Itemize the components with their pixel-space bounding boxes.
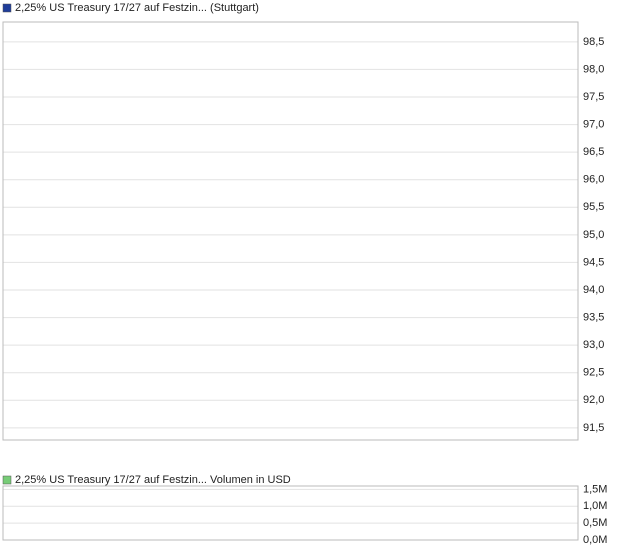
y-tick-label: 0,5M: [583, 517, 607, 529]
y-tick-label: 1,5M: [583, 483, 607, 495]
y-tick-label: 94,0: [583, 284, 604, 296]
y-tick-label: 92,0: [583, 394, 604, 406]
plot-frame: [2, 485, 579, 541]
chart-title: 2,25% US Treasury 17/27 auf Festzin... V…: [15, 474, 291, 486]
y-tick-label: 97,0: [583, 118, 604, 130]
legend-swatch: [2, 3, 12, 13]
y-tick-label: 96,5: [583, 146, 604, 158]
y-tick-label: 95,0: [583, 229, 604, 241]
y-tick-label: 0,0M: [583, 534, 607, 546]
y-tick-label: 93,0: [583, 339, 604, 351]
chart-title: 2,25% US Treasury 17/27 auf Festzin... (…: [15, 2, 259, 14]
y-tick-label: 92,5: [583, 367, 604, 379]
plot-frame: [2, 21, 579, 441]
legend-swatch: [2, 475, 12, 485]
plot-frame: [2, 21, 579, 441]
plot-frame: [2, 485, 579, 541]
y-tick-label: 96,0: [583, 174, 604, 186]
y-tick-label: 98,5: [583, 36, 604, 48]
y-tick-label: 1,0M: [583, 500, 607, 512]
y-tick-label: 98,0: [583, 63, 604, 75]
y-tick-label: 94,5: [583, 256, 604, 268]
y-tick-label: 97,5: [583, 91, 604, 103]
y-tick-label: 95,5: [583, 201, 604, 213]
y-tick-label: 91,5: [583, 422, 604, 434]
y-tick-label: 93,5: [583, 311, 604, 323]
